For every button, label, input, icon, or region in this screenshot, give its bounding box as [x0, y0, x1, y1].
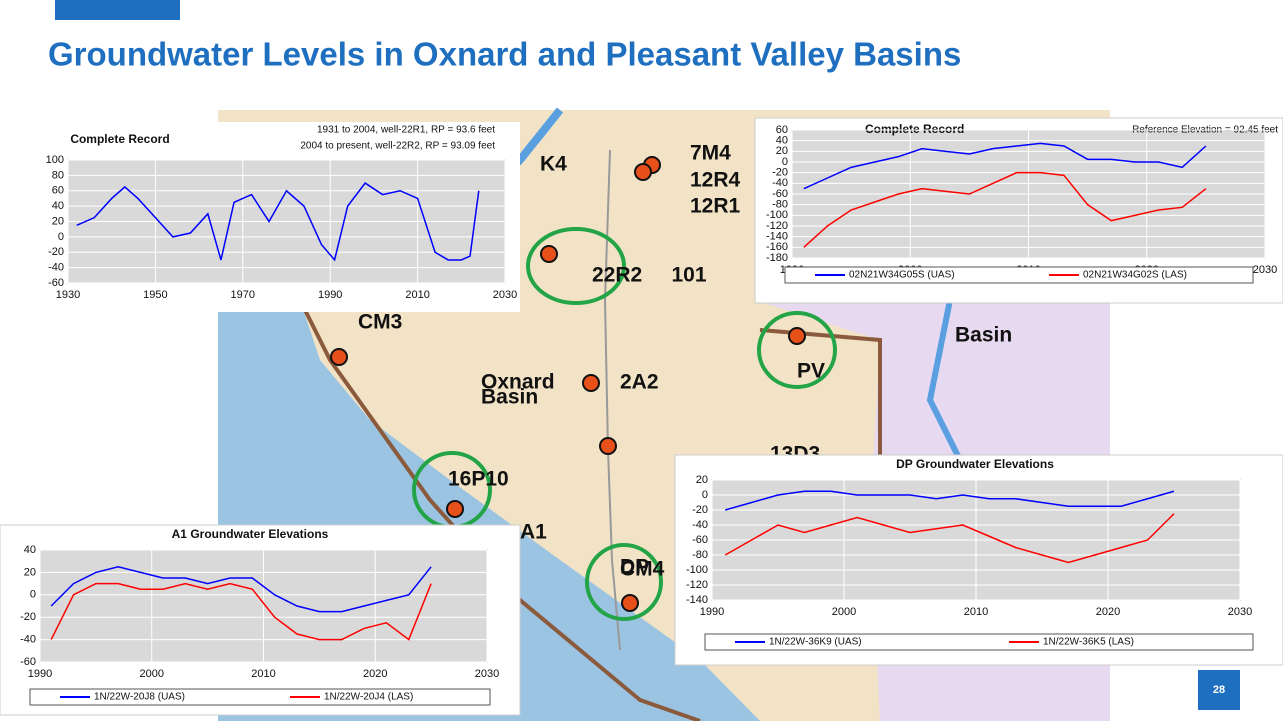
chart-title: A1 Groundwater Elevations [172, 527, 329, 541]
x-tick-label: 2030 [493, 289, 517, 301]
page: { "title": "Groundwater Levels in Oxnard… [0, 0, 1283, 721]
annotation: 1931 to 2004, well-22R1, RP = 93.6 feet [317, 125, 495, 136]
chart-title: Complete Record [865, 122, 964, 136]
y-tick-label: -20 [772, 167, 788, 179]
well-marker [622, 595, 638, 611]
chart: DP Groundwater Elevations -140 -120 -100 -80… [675, 455, 1283, 665]
y-tick-label: 40 [52, 200, 64, 212]
y-tick-label: -60 [692, 534, 708, 546]
x-tick-label: 1970 [231, 289, 255, 301]
x-tick-label: 2030 [1253, 264, 1277, 276]
y-tick-label: -100 [686, 564, 708, 576]
chart: A1 Groundwater Elevations -60 -40 -20 0 20 40 1… [0, 525, 520, 715]
y-tick-label: 0 [702, 489, 708, 501]
y-tick-label: -160 [766, 241, 788, 253]
y-tick-label: -180 [766, 252, 788, 264]
accent-bar [55, 0, 180, 20]
y-tick-label: 100 [46, 154, 64, 166]
x-tick-label: 2020 [1096, 606, 1120, 618]
well-label: 22R2 [592, 264, 642, 287]
y-tick-label: -40 [20, 634, 36, 646]
y-tick-label: -60 [20, 656, 36, 668]
x-tick-label: 2020 [363, 668, 387, 680]
well-label: 7M4 [690, 142, 731, 165]
y-tick-label: 20 [696, 474, 708, 486]
well-label: PV [797, 360, 825, 383]
y-tick-label: 80 [52, 169, 64, 181]
y-tick-label: 40 [24, 544, 36, 556]
y-tick-label: -20 [692, 504, 708, 516]
y-tick-label: -60 [48, 277, 64, 289]
y-tick-label: -80 [692, 549, 708, 561]
chart: Complete Record 1931 to 2004, well-22R1, … [35, 122, 520, 312]
y-tick-label: 20 [776, 145, 788, 157]
x-tick-label: 2010 [405, 289, 429, 301]
well-label: K4 [540, 153, 567, 176]
well-label: Basin [955, 324, 1012, 347]
legend-label: 02N21W34G02S (LAS) [1083, 270, 1187, 281]
slide: Groundwater Levels in Oxnard and Pleasan… [0, 0, 1283, 721]
slide-title: Groundwater Levels in Oxnard and Pleasan… [48, 36, 961, 73]
y-tick-label: 40 [776, 135, 788, 147]
y-tick-label: 0 [782, 156, 788, 168]
y-tick-label: -20 [20, 611, 36, 623]
legend-label: 1N/22W-20J8 (UAS) [94, 692, 185, 703]
y-tick-label: 0 [30, 589, 36, 601]
well-marker [331, 349, 347, 365]
y-tick-label: 60 [52, 185, 64, 197]
well-marker [789, 328, 805, 344]
well-label: 12R4 [690, 169, 741, 192]
x-tick-label: 1990 [318, 289, 342, 301]
well-label: A1 [520, 521, 547, 544]
x-tick-label: 1990 [28, 668, 52, 680]
x-tick-label: 2010 [964, 606, 988, 618]
y-tick-label: 60 [776, 124, 788, 136]
well-marker [635, 164, 651, 180]
chart-title: Complete Record [70, 132, 169, 146]
x-tick-label: 2000 [140, 668, 164, 680]
x-tick-label: 1990 [700, 606, 724, 618]
y-tick-label: 0 [58, 231, 64, 243]
page-number: 28 [1213, 684, 1225, 696]
well-label: Basin [481, 386, 538, 409]
y-tick-label: -60 [772, 188, 788, 200]
well-marker [447, 501, 463, 517]
legend-label: 1N/22W-36K5 (LAS) [1043, 637, 1134, 648]
well-label: 101 [671, 264, 706, 287]
chart-title: DP Groundwater Elevations [896, 457, 1054, 471]
well-label: 12R1 [690, 195, 741, 218]
legend-label: 02N21W34G05S (UAS) [849, 270, 955, 281]
y-tick-label: -40 [48, 262, 64, 274]
x-tick-label: 2030 [475, 668, 499, 680]
x-tick-label: 2030 [1228, 606, 1252, 618]
well-marker [600, 438, 616, 454]
well-marker [541, 246, 557, 262]
y-tick-label: -40 [692, 519, 708, 531]
y-tick-label: -140 [686, 594, 708, 606]
y-tick-label: -80 [772, 199, 788, 211]
legend-label: 1N/22W-36K9 (UAS) [769, 637, 862, 648]
x-tick-label: 1930 [56, 289, 80, 301]
x-tick-label: 1950 [143, 289, 167, 301]
well-label: 16P10 [448, 468, 509, 491]
y-tick-label: -120 [686, 579, 708, 591]
annotation: 2004 to present, well-22R2, RP = 93.09 f… [300, 141, 495, 152]
y-tick-label: -40 [772, 177, 788, 189]
y-tick-label: -100 [766, 209, 788, 221]
y-tick-label: -140 [766, 231, 788, 243]
x-tick-label: 2010 [251, 668, 275, 680]
legend-label: 1N/22W-20J4 (LAS) [324, 692, 413, 703]
well-marker [583, 375, 599, 391]
y-tick-label: 20 [52, 215, 64, 227]
y-tick-label: -20 [48, 246, 64, 258]
y-tick-label: 20 [24, 566, 36, 578]
well-label: 2A2 [620, 371, 659, 394]
well-label: CM3 [358, 311, 402, 334]
well-label: DP [620, 556, 649, 579]
x-tick-label: 2000 [832, 606, 856, 618]
y-tick-label: -120 [766, 220, 788, 232]
